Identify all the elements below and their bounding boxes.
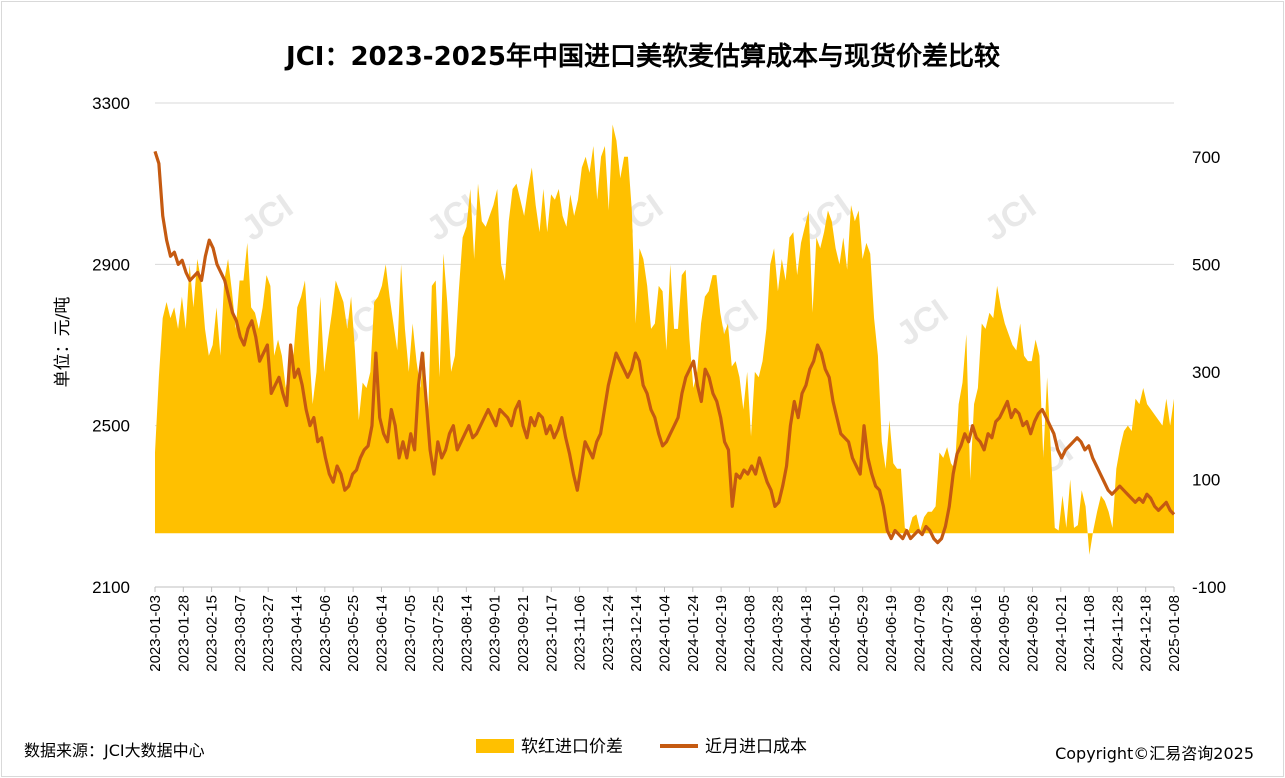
- jci-watermark-text: JCI: [978, 187, 1043, 248]
- chart-title: JCI：2023-2025年中国进口美软麦估算成本与现货价差比较: [284, 41, 1000, 72]
- y-right-tick-label: 300: [1192, 363, 1220, 382]
- jci-watermark: JCI: [890, 292, 955, 353]
- x-tick-label: 2024-12-18: [1138, 595, 1155, 672]
- y-axis-left: 2100 2500 2900 3300: [92, 94, 130, 597]
- x-tick-label: 2023-06-14: [373, 595, 390, 672]
- x-tick-label: 2023-04-14: [289, 595, 306, 672]
- x-tick-label: 2023-03-27: [260, 595, 277, 672]
- y-left-tick-label: 2500: [92, 417, 130, 436]
- x-tick-label: 2023-09-21: [515, 595, 532, 672]
- x-tick-label: 2025-01-08: [1166, 595, 1183, 672]
- y-left-tick-label: 2900: [92, 255, 130, 274]
- x-tick-label: 2023-11-06: [572, 595, 589, 671]
- x-tick-label: 2023-07-05: [402, 595, 419, 672]
- x-tick-label: 2023-03-07: [232, 595, 249, 672]
- x-tick-label: 2023-12-14: [628, 595, 645, 672]
- y-right-tick-label: 700: [1192, 148, 1220, 167]
- data-source-note: 数据来源：JCI大数据中心: [24, 741, 205, 760]
- x-tick-label: 2024-04-18: [798, 595, 815, 672]
- x-tick-label: 2024-05-10: [826, 595, 843, 672]
- y-axis-right: -100 100 300 500 700: [1192, 148, 1226, 597]
- copyright-note: Copyright©汇易咨询2025: [1055, 744, 1254, 763]
- x-tick-label: 2023-02-15: [204, 595, 221, 672]
- x-tick-label: 2024-07-09: [911, 595, 928, 672]
- jci-watermark-text: JCI: [890, 292, 955, 353]
- x-tick-label: 2023-01-28: [175, 595, 192, 672]
- x-tick-label: 2023-05-06: [317, 595, 334, 672]
- y-left-tick-label: 2100: [92, 578, 130, 597]
- x-tick-label: 2023-07-25: [430, 595, 447, 672]
- x-tick-label: 2023-10-17: [543, 595, 560, 672]
- y-right-tick-label: -100: [1192, 578, 1226, 597]
- x-tick-label: 2024-08-16: [968, 595, 985, 672]
- x-tick-label: 2024-03-08: [741, 595, 758, 672]
- x-tick-label: 2024-09-05: [996, 595, 1013, 672]
- line-series-import-cost: [153, 150, 1176, 545]
- jci-watermark: JCI: [978, 187, 1043, 248]
- legend-label-area: 软红进口价差: [521, 737, 623, 757]
- legend-label-line: 近月进口成本: [705, 737, 807, 757]
- x-tick-label: 2024-01-24: [685, 595, 702, 672]
- x-tick-label: 2024-06-19: [883, 595, 900, 672]
- x-tick-label: 2024-07-29: [940, 595, 957, 672]
- x-axis: 2023-01-03 2023-01-28 2023-02-15 2023-03-07…: [147, 586, 1183, 672]
- x-tick-label: 2024-01-04: [657, 595, 674, 672]
- x-tick-label: 2024-11-08: [1081, 595, 1098, 671]
- x-tick-label: 2023-05-25: [345, 595, 362, 672]
- x-tick-label: 2023-01-03: [147, 595, 164, 672]
- x-tick-label: 2024-03-28: [770, 595, 787, 672]
- y-right-tick-label: 500: [1192, 255, 1220, 274]
- legend-swatch-area: [476, 739, 514, 753]
- x-tick-label: 2024-10-21: [1053, 595, 1070, 672]
- x-tick-label: 2023-11-24: [600, 595, 617, 671]
- y-right-tick-label: 100: [1192, 470, 1220, 489]
- legend: 软红进口价差 近月进口成本: [476, 737, 807, 757]
- jci-watermark: JCI: [235, 187, 300, 248]
- y-axis-label: 单位：元/吨: [53, 297, 73, 388]
- x-tick-label: 2024-11-28: [1109, 595, 1126, 671]
- x-tick-label: 2023-08-14: [458, 595, 475, 672]
- x-tick-label: 2023-09-01: [487, 595, 504, 672]
- jci-watermark-text: JCI: [235, 187, 300, 248]
- x-tick-label: 2024-02-19: [713, 595, 730, 672]
- x-tick-label: 2024-05-29: [855, 595, 872, 672]
- x-tick-label: 2024-09-26: [1024, 595, 1041, 672]
- line-series-layer: [153, 150, 1176, 545]
- y-left-tick-label: 3300: [92, 94, 130, 113]
